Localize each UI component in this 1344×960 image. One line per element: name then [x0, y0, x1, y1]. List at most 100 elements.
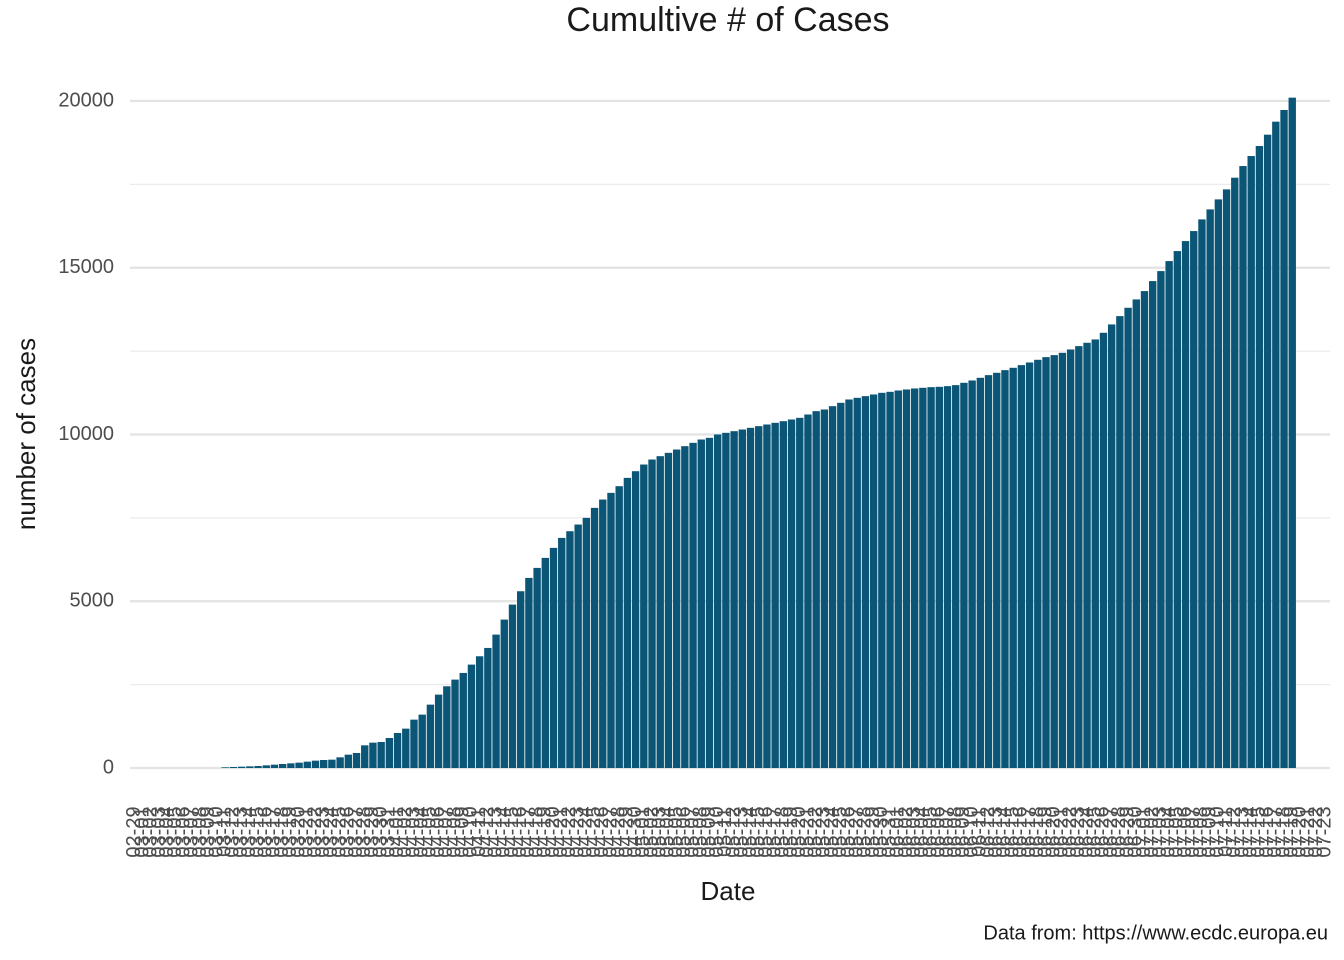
x-tick-label: 05-06 — [673, 806, 695, 857]
x-tick-label: 04-19 — [534, 806, 556, 857]
bar — [1280, 110, 1288, 768]
bar — [902, 389, 911, 768]
bar — [968, 380, 976, 768]
x-tick-label: 06-07 — [936, 806, 958, 857]
x-tick-label: 03-24 — [320, 806, 342, 857]
bar — [656, 456, 664, 768]
x-tick-label: 06-17 — [1018, 806, 1040, 857]
x-tick-label: 03-14 — [238, 806, 260, 857]
bar — [295, 762, 303, 768]
x-tick-label: 05-08 — [690, 806, 712, 857]
bar — [976, 377, 985, 768]
bar — [541, 557, 550, 768]
bar — [943, 386, 952, 768]
x-tick-label: 03-07 — [181, 806, 203, 857]
x-tick-label: 04-06 — [427, 806, 449, 857]
x-tick-label: 05-22 — [804, 806, 826, 857]
x-tick-label: 03-05 — [164, 806, 186, 857]
bar — [328, 759, 336, 768]
x-tick-label: 04-24 — [575, 806, 597, 857]
bar — [262, 765, 270, 768]
x-tick-label: 03-27 — [345, 806, 367, 857]
caption: Data from: https://www.ecdc.europa.eu — [983, 922, 1328, 944]
bar — [303, 761, 311, 768]
x-tick-label: 07-10 — [1207, 806, 1229, 857]
x-tick-label: 06-12 — [977, 806, 999, 857]
x-tick-label: 05-20 — [788, 806, 810, 857]
x-tick-label: 07-05 — [1166, 806, 1188, 857]
bar — [369, 742, 377, 768]
x-tick-label: 04-08 — [443, 806, 465, 857]
bar — [590, 507, 599, 768]
bar — [426, 704, 435, 768]
bar — [451, 679, 459, 768]
x-tick-label: 02-29 — [123, 806, 145, 857]
x-tick-label: 07-06 — [1174, 806, 1196, 857]
x-tick-label: 04-07 — [435, 806, 457, 857]
bar — [705, 437, 714, 768]
x-tick-label: 06-08 — [944, 806, 966, 857]
x-tick-label: 06-06 — [928, 806, 950, 857]
x-tick-label: 07-18 — [1272, 806, 1294, 857]
bar — [812, 411, 820, 768]
x-tick-label: 06-02 — [895, 806, 917, 857]
bar — [820, 409, 829, 768]
bar — [459, 672, 467, 768]
x-tick-label: 07-01 — [1133, 806, 1155, 857]
x-tick-label: 06-24 — [1075, 806, 1097, 857]
bar — [574, 524, 582, 768]
bar — [352, 752, 361, 768]
x-tick-label: 07-22 — [1305, 806, 1327, 857]
x-tick-label: 07-07 — [1182, 806, 1204, 857]
bar — [475, 656, 484, 768]
x-tick-label: 05-30 — [870, 806, 892, 857]
bar — [1165, 261, 1173, 768]
bar — [845, 399, 853, 768]
x-tick-label: 05-29 — [862, 806, 884, 857]
x-tick-label: 04-01 — [386, 806, 408, 857]
x-tick-label: 05-10 — [706, 806, 728, 857]
chart-title: Cumultive # of Cases — [566, 1, 889, 39]
x-tick-label: 03-10 — [205, 806, 227, 857]
bar — [681, 446, 689, 768]
y-tick-label: 10000 — [58, 423, 114, 445]
bar — [919, 387, 927, 768]
bar — [582, 517, 591, 768]
x-tick-label: 07-12 — [1223, 806, 1245, 857]
bar — [237, 766, 246, 768]
bar — [549, 547, 558, 768]
x-tick-label: 05-16 — [755, 806, 777, 857]
x-tick-label: 04-13 — [484, 806, 506, 857]
bar — [1272, 121, 1280, 768]
bar — [336, 757, 344, 768]
x-tick-label: 05-09 — [698, 806, 720, 857]
x-tick-label: 06-15 — [1001, 806, 1023, 857]
bar — [1255, 146, 1264, 768]
bar — [886, 391, 894, 768]
bar — [861, 396, 870, 768]
bar — [1190, 231, 1198, 768]
x-tick-label: 04-28 — [607, 806, 629, 857]
bar — [402, 728, 410, 768]
bar — [713, 434, 722, 768]
x-tick-label: 06-16 — [1010, 806, 1032, 857]
bar — [1107, 324, 1116, 768]
bar — [664, 452, 673, 768]
bar — [640, 464, 648, 768]
x-tick-label: 04-26 — [591, 806, 613, 857]
x-tick-label: 04-15 — [501, 806, 523, 857]
x-tick-label: 03-21 — [296, 806, 318, 857]
x-tick-label: 05-24 — [821, 806, 843, 857]
bar — [722, 432, 730, 768]
x-tick-label: 04-20 — [542, 806, 564, 857]
bar — [1075, 346, 1083, 768]
bar — [1099, 332, 1108, 768]
x-tick-label: 03-29 — [361, 806, 383, 857]
x-tick-label: 03-16 — [255, 806, 277, 857]
x-tick-label: 04-16 — [509, 806, 531, 857]
x-tick-label: 05-28 — [854, 806, 876, 857]
x-tick-label: 05-05 — [665, 806, 687, 857]
bar — [869, 394, 878, 768]
bar — [1181, 241, 1190, 768]
